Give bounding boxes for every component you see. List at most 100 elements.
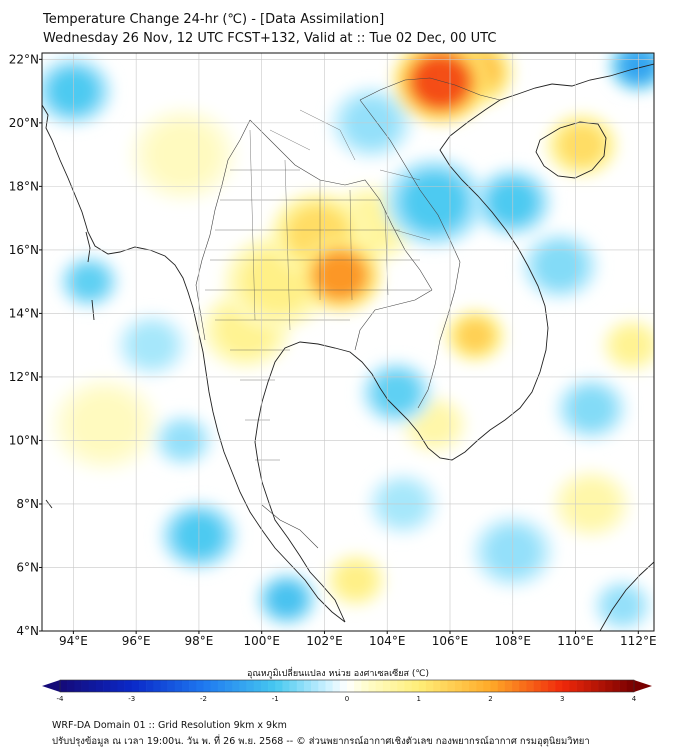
coastline-indochina-south [397, 83, 553, 461]
map-frame [41, 52, 655, 632]
colorbar-segment [440, 680, 448, 692]
colorbar-segment [368, 680, 376, 692]
colorbar-segment [196, 680, 204, 692]
colorbar-segment [339, 680, 348, 692]
lat-label: 10°N [9, 433, 39, 447]
colorbar-segment [483, 680, 491, 692]
colorbar-tick-label: 2 [488, 695, 492, 703]
colorbar-segment [626, 680, 635, 692]
colorbar-segment [289, 680, 298, 692]
lon-label: 104°E [369, 634, 406, 648]
colorbar-segment [311, 680, 319, 692]
colorbar-segment [598, 680, 606, 692]
colorbar-segment [74, 680, 82, 692]
colorbar-segment [454, 680, 463, 692]
coastline-borneo [599, 561, 654, 631]
footer-credit: ปรับปรุงข้อมูล ณ เวลา 19:00น. วัน พ. ที่… [52, 736, 590, 747]
anomaly-25-level-2 [559, 124, 605, 166]
anomaly-0-level-2 [149, 123, 218, 186]
colorbar-segment [117, 680, 125, 692]
anomaly-29-level-2 [313, 251, 367, 300]
border-vietnam-china [359, 77, 501, 101]
footer-model-info: WRF-DA Domain 01 :: Grid Resolution 9km … [52, 720, 287, 731]
lat-label: 6°N [16, 560, 39, 574]
anomaly-30-level-2 [410, 53, 471, 110]
chart-title: Temperature Change 24-hr (℃) - [Data Ass… [43, 12, 385, 27]
colorbar-segment [232, 680, 240, 692]
colorbar-segment [217, 680, 226, 692]
colorbar-tick-label: 1 [417, 695, 421, 703]
colorbar-segment [404, 680, 412, 692]
colorbar-segment [81, 680, 89, 692]
colorbar-segment [519, 680, 527, 692]
colorbar-segment [512, 680, 520, 692]
colorbar-segment [296, 680, 305, 692]
colorbar-segment [390, 680, 398, 692]
colorbar-tick-label: 3 [560, 695, 564, 703]
colorbar-segment [246, 680, 255, 692]
colorbar-segment [260, 680, 269, 692]
colorbar-segment [612, 680, 620, 692]
anomaly-11-level-2 [535, 243, 585, 289]
anomaly-26-level-2 [456, 318, 494, 353]
anomaly-17-level-2 [70, 264, 108, 299]
lon-label: 108°E [495, 634, 532, 648]
lat-label: 14°N [9, 306, 39, 320]
border-layer [195, 77, 501, 549]
border-thailand-laos [249, 119, 433, 291]
longitude-labels: 94°E 96°E 98°E 100°E 102°E 104°E 106°E 108°E 110… [59, 631, 657, 648]
lon-label: 96°E [122, 634, 151, 648]
border-cambodia-vietnam [417, 289, 456, 409]
colorbar-segment [619, 680, 628, 692]
colorbar-segment [174, 680, 183, 692]
anomaly-4-level-2 [413, 405, 456, 444]
coastline-south-china [551, 63, 654, 87]
anomaly-23-level-2 [267, 581, 306, 617]
colorbar-label: อุณหภูมิเปลี่ยนแปลง หน่วย องศาเซลเซียส (… [246, 669, 430, 679]
colorbar-segment [225, 680, 233, 692]
colorbar-segment [433, 680, 441, 692]
colorbar-segment [533, 680, 542, 692]
colorbar: -4 -3 -2 -1 0 1 2 3 4 [42, 679, 652, 703]
colorbar-segment [590, 680, 599, 692]
coastline-myanmar [42, 104, 346, 623]
anomaly-14-level-2 [613, 327, 651, 363]
colorbar-segment [181, 680, 190, 692]
colorbar-tick-label: -2 [200, 695, 207, 703]
colorbar-segment [167, 680, 176, 692]
colorbar-segment [67, 680, 75, 692]
lat-label: 16°N [9, 243, 39, 257]
colorbar-segment [526, 680, 534, 692]
anomaly-field [42, 53, 654, 631]
colorbar-segment [325, 680, 333, 692]
colorbar-min-arrow [42, 680, 60, 692]
colorbar-segment [583, 680, 592, 692]
colorbar-segment [253, 680, 262, 692]
colorbar-segment [354, 680, 362, 692]
colorbar-segment [282, 680, 290, 692]
colorbar-segment [131, 680, 140, 692]
colorbar-segment [425, 680, 434, 692]
anomaly-3-level-2 [129, 324, 175, 366]
colorbar-segment [88, 680, 97, 692]
colorbar-segment [138, 680, 147, 692]
colorbar-segment [375, 680, 384, 692]
anomaly-1-level-2 [70, 393, 139, 456]
colorbar-segment [382, 680, 391, 692]
colorbar-segment [124, 680, 133, 692]
lon-label: 112°E [620, 634, 657, 648]
border-thailand-malaysia [261, 504, 319, 549]
colorbar-segment [153, 680, 161, 692]
anomaly-16-level-2 [337, 562, 375, 598]
lon-label: 100°E [243, 634, 280, 648]
colorbar-segment [275, 680, 283, 692]
graticule [42, 53, 654, 632]
colorbar-segment [318, 680, 326, 692]
anomaly-12-level-2 [568, 387, 614, 430]
colorbar-tick-label: -3 [128, 695, 135, 703]
colorbar-tick-label: -4 [57, 695, 65, 703]
colorbar-segment [146, 680, 154, 692]
border-laos-vietnam [359, 99, 461, 291]
colorbar-segment [576, 680, 585, 692]
